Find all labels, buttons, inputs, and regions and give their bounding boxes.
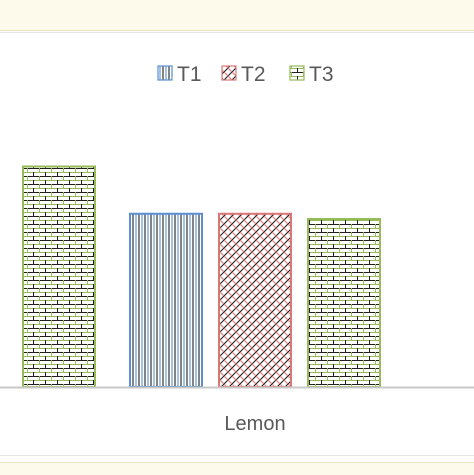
legend-label-t1: T1 bbox=[177, 63, 202, 86]
top-page-strip bbox=[0, 0, 474, 31]
legend-swatch-t2 bbox=[221, 65, 237, 81]
bar-t3-offscreen bbox=[22, 165, 96, 388]
legend: T1 T2 T3 bbox=[157, 63, 334, 86]
bottom-page-strip bbox=[0, 462, 474, 475]
legend-label-t3: T3 bbox=[309, 63, 334, 86]
legend-swatch-t1 bbox=[157, 65, 173, 81]
bars bbox=[22, 165, 381, 388]
legend-swatch-t3 bbox=[289, 65, 305, 81]
bar-t3-lemon bbox=[307, 218, 381, 388]
plot-frame bbox=[0, 32, 474, 456]
bar-t2-lemon bbox=[218, 212, 292, 388]
legend-label-t2: T2 bbox=[241, 63, 266, 86]
x-tick-label: Lemon bbox=[224, 413, 285, 435]
x-axis-tick-labels: Lemon bbox=[224, 413, 285, 435]
bar-t1-lemon bbox=[129, 212, 203, 388]
